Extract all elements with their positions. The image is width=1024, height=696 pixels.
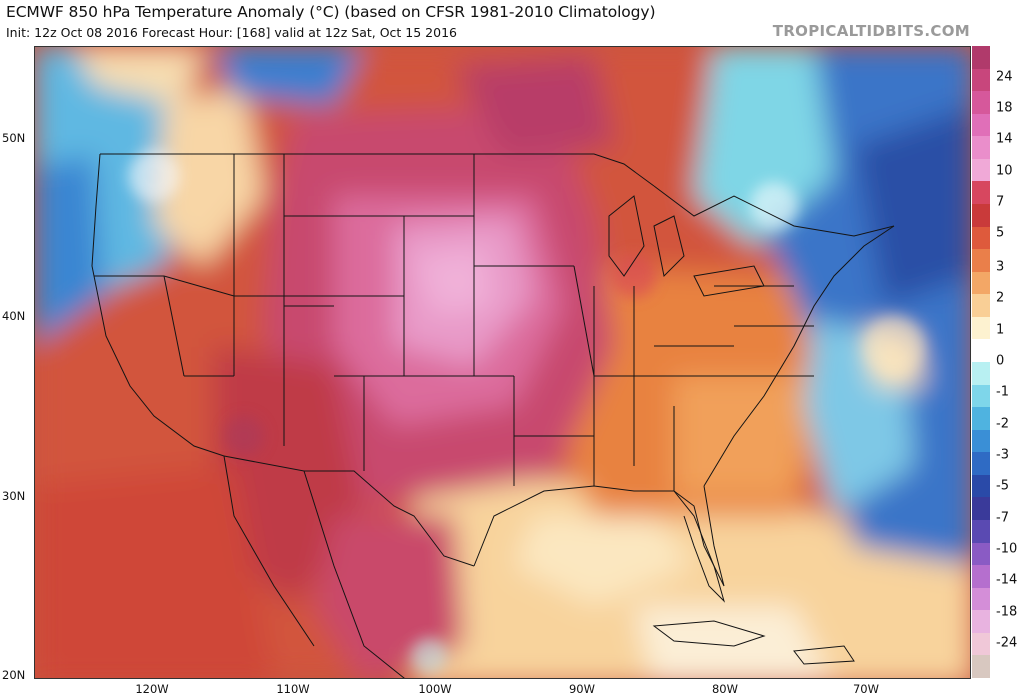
colorbar-cell — [972, 452, 990, 476]
colorbar-tick-label: 14 — [996, 131, 1013, 147]
colorbar-tick-label: -14 — [996, 572, 1018, 588]
colorbar-cell — [972, 294, 990, 318]
lon-label-120w: 120W — [135, 682, 169, 696]
colorbar-cell — [972, 226, 990, 250]
colorbar-cell — [972, 520, 990, 544]
colorbar-cell — [972, 181, 990, 205]
colorbar-cell — [972, 204, 990, 228]
lat-label-50n: 50N — [2, 131, 26, 145]
brand-watermark: TROPICALTIDBITS.COM — [772, 22, 970, 40]
colorbar-cell — [972, 158, 990, 182]
colorbar-tick-label: -18 — [996, 604, 1018, 620]
map-canvas — [34, 46, 970, 678]
colorbar-cell — [972, 91, 990, 115]
colorbar-cell — [972, 68, 990, 92]
lon-label-110w: 110W — [276, 682, 310, 696]
colorbar-cell — [972, 339, 990, 363]
lon-label-100w: 100W — [418, 682, 452, 696]
colorbar-tick-label: -1 — [996, 384, 1009, 400]
anomaly-map — [34, 46, 970, 678]
colorbar-cell — [972, 587, 990, 611]
political-borders — [91, 153, 895, 678]
anomaly-field — [34, 46, 970, 678]
colorbar — [972, 46, 990, 679]
colorbar-cell — [972, 407, 990, 431]
colorbar-cell — [972, 565, 990, 589]
lon-label-70w: 70W — [852, 682, 880, 696]
colorbar-tick-label: -2 — [996, 416, 1009, 432]
colorbar-cell — [972, 610, 990, 634]
colorbar-cell — [972, 46, 990, 70]
lat-label-30n: 30N — [2, 489, 26, 503]
colorbar-cell — [972, 271, 990, 295]
colorbar-tick-label: 1 — [996, 322, 1005, 338]
colorbar-cell — [972, 429, 990, 453]
colorbar-cell — [972, 316, 990, 340]
lon-label-90w: 90W — [568, 682, 596, 696]
colorbar-tick-label: -24 — [996, 635, 1018, 651]
lon-label-80w: 80W — [711, 682, 739, 696]
colorbar-tick-label: 3 — [996, 259, 1005, 275]
lat-label-40n: 40N — [2, 309, 26, 323]
map-subtitle: Init: 12z Oct 08 2016 Forecast Hour: [16… — [6, 25, 457, 40]
colorbar-cell — [972, 655, 990, 679]
colorbar-tick-label: 10 — [996, 163, 1013, 179]
colorbar-cell — [972, 542, 990, 566]
colorbar-cell — [972, 113, 990, 137]
colorbar-cell — [972, 362, 990, 386]
colorbar-tick-label: -3 — [996, 447, 1009, 463]
colorbar-tick-label: 24 — [996, 69, 1013, 85]
colorbar-cell — [972, 384, 990, 408]
map-title: ECMWF 850 hPa Temperature Anomaly (°C) (… — [6, 3, 656, 21]
colorbar-tick-label: 18 — [996, 100, 1013, 116]
colorbar-tick-label: 7 — [996, 194, 1005, 210]
colorbar-cell — [972, 632, 990, 656]
colorbar-cell — [972, 249, 990, 273]
colorbar-tick-label: -7 — [996, 510, 1009, 526]
colorbar-cell — [972, 136, 990, 160]
colorbar-tick-label: 5 — [996, 225, 1005, 241]
colorbar-tick-label: 0 — [996, 353, 1005, 369]
anomaly-speckle — [128, 150, 924, 674]
lat-label-20n: 20N — [2, 668, 26, 682]
colorbar-tick-label: -10 — [996, 541, 1018, 557]
colorbar-tick-label: 2 — [996, 290, 1005, 306]
colorbar-tick-label: -5 — [996, 478, 1009, 494]
colorbar-cell — [972, 474, 990, 498]
colorbar-cell — [972, 497, 990, 521]
